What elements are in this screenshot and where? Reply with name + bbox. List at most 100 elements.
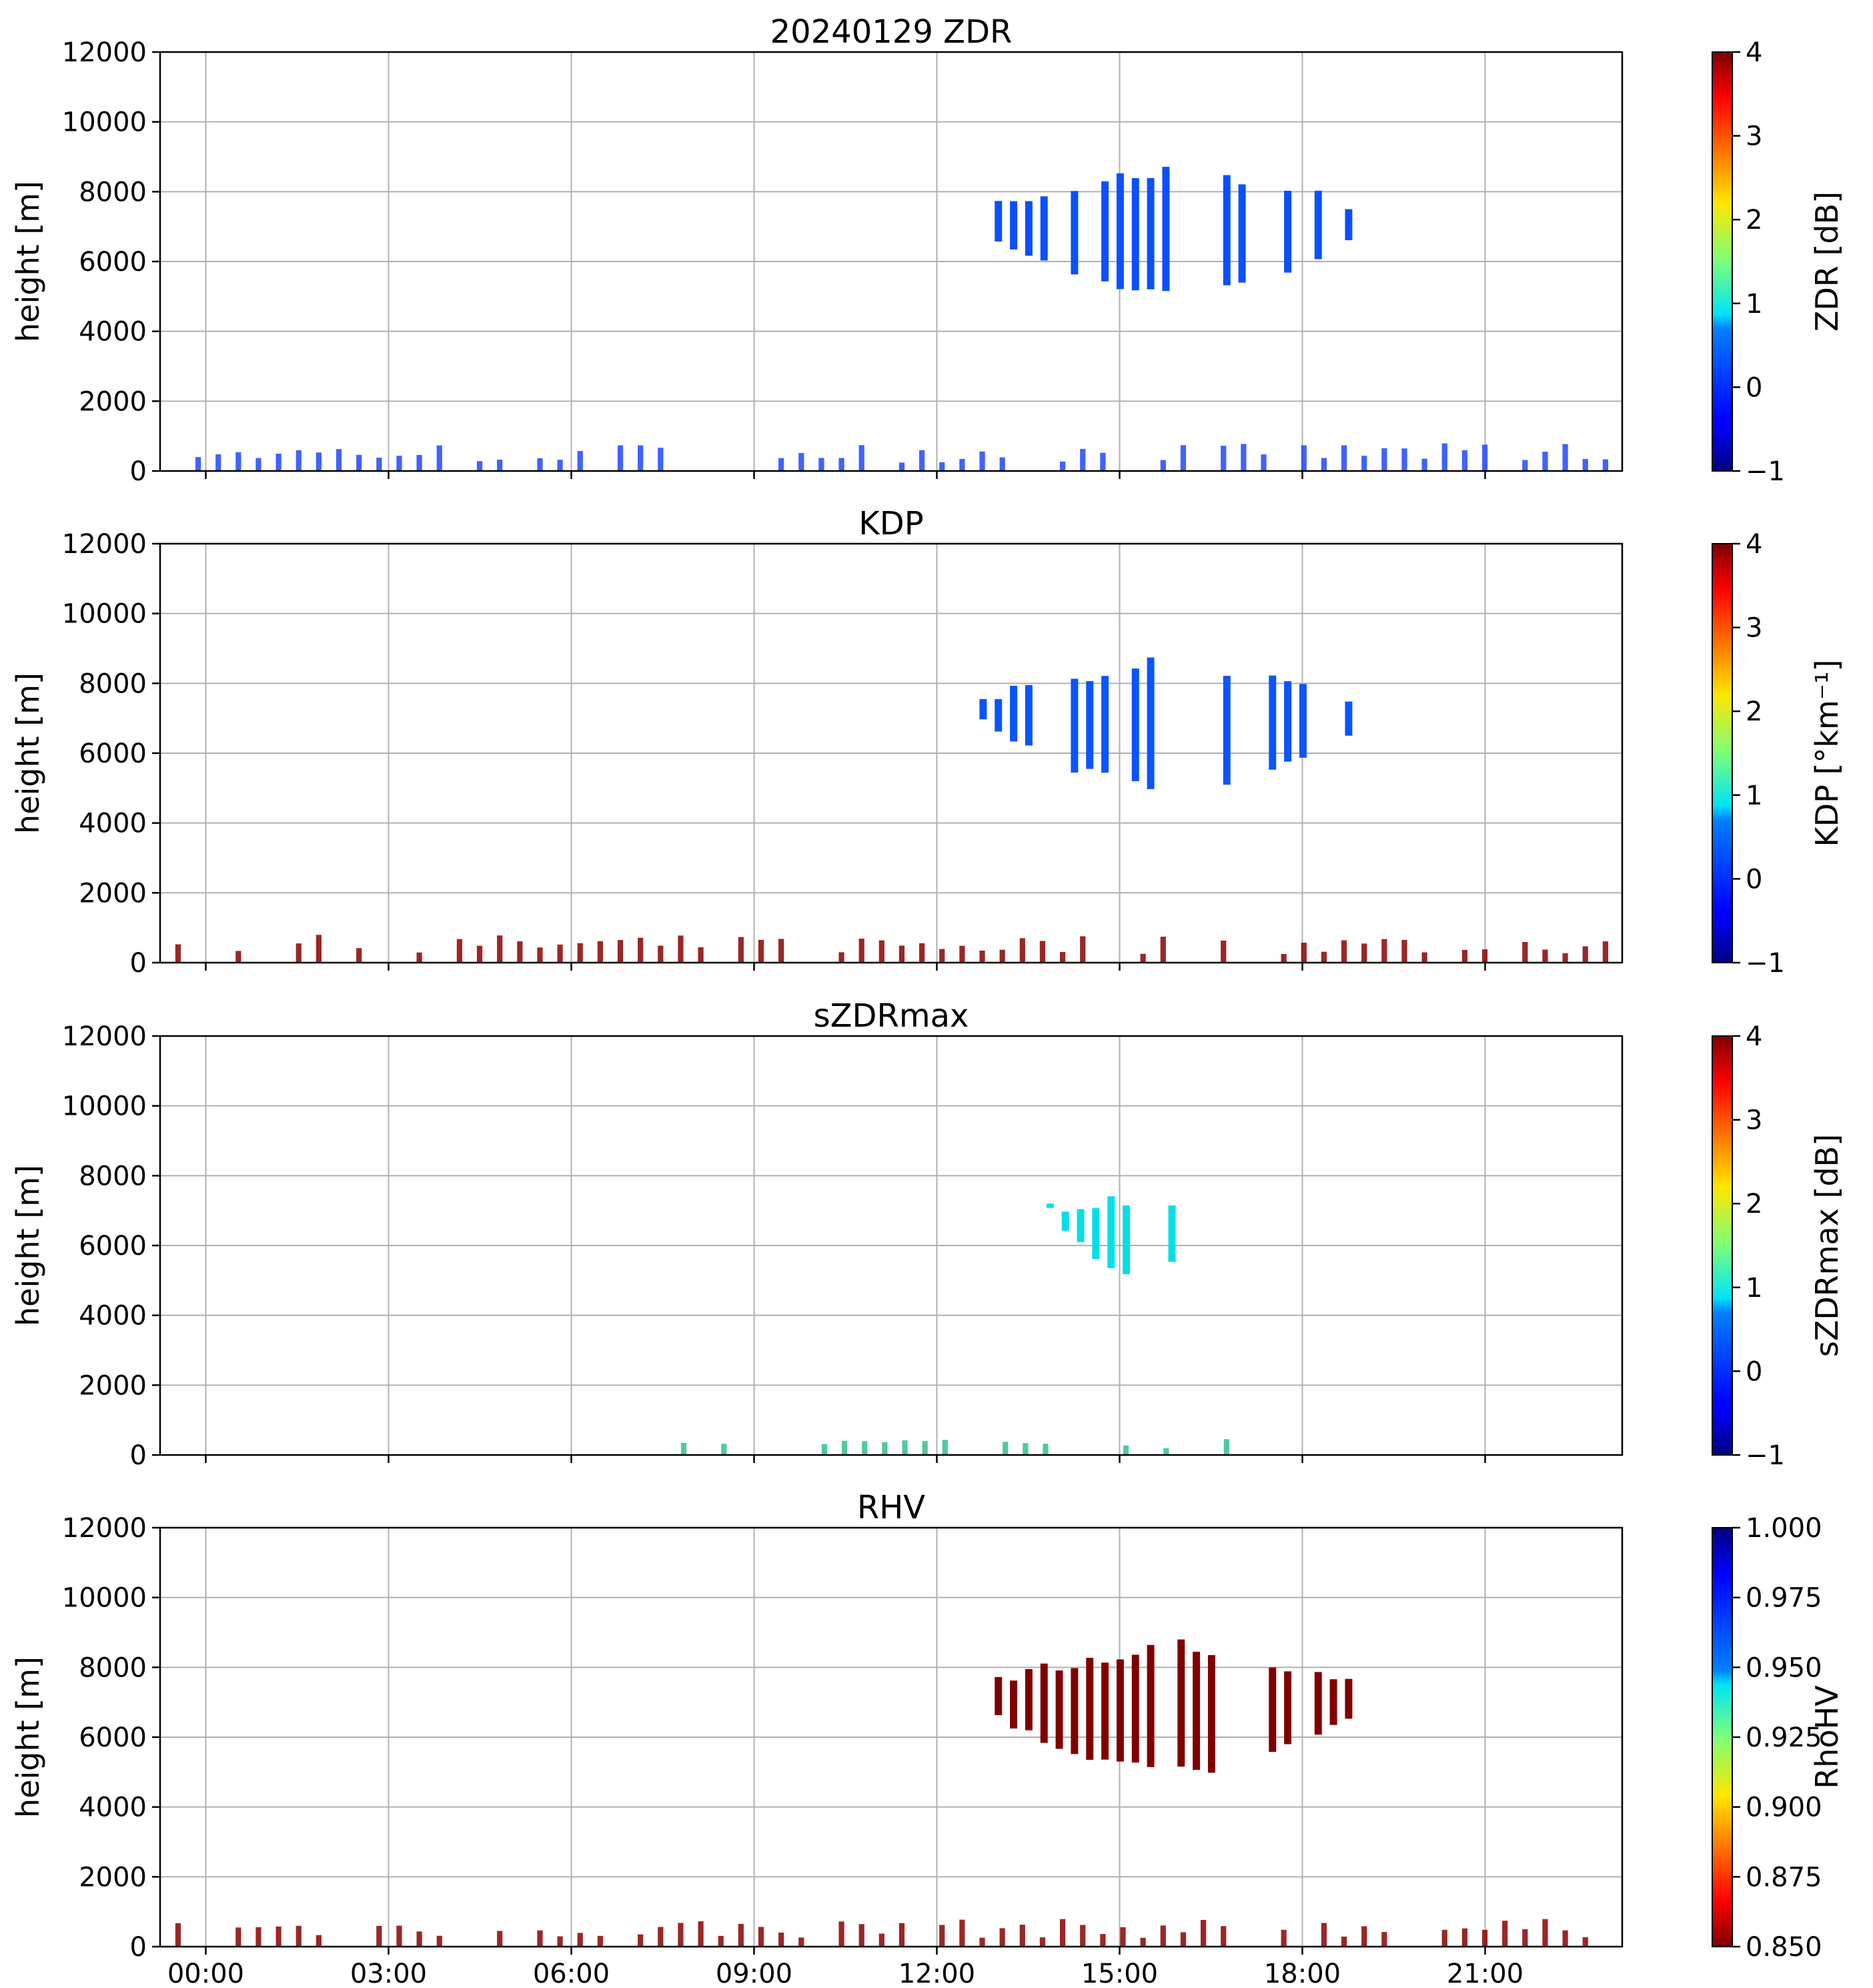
echo-column bbox=[396, 1925, 402, 1947]
echo-column bbox=[617, 445, 624, 471]
cloud-column bbox=[1040, 1663, 1048, 1743]
y-tick-label: 6000 bbox=[79, 1722, 147, 1753]
echo-column bbox=[617, 940, 624, 963]
echo-column bbox=[1023, 1443, 1029, 1455]
y-tick-label: 2000 bbox=[79, 878, 147, 909]
echo-column bbox=[1080, 1925, 1086, 1947]
echo-column bbox=[1160, 460, 1166, 471]
echo-column bbox=[882, 1442, 888, 1455]
colorbar-tick-label: −1 bbox=[1746, 1440, 1785, 1471]
cloud-column bbox=[1345, 701, 1353, 736]
cloud-column bbox=[1010, 201, 1018, 250]
colorbar bbox=[1712, 1035, 1733, 1456]
colorbar-tick-label: 0.900 bbox=[1746, 1793, 1822, 1823]
echo-column bbox=[1019, 938, 1025, 963]
colorbar bbox=[1712, 1527, 1733, 1947]
cloud-column bbox=[1131, 1654, 1139, 1763]
cloud-column bbox=[1269, 675, 1277, 770]
echo-column bbox=[698, 947, 704, 963]
echo-column bbox=[316, 452, 322, 471]
echo-column bbox=[658, 448, 664, 471]
echo-column bbox=[878, 940, 884, 963]
echo-column bbox=[1542, 1919, 1548, 1947]
colorbar-tick-label: 4 bbox=[1746, 1021, 1762, 1052]
echo-column bbox=[1481, 1929, 1488, 1947]
y-tick-label: 4000 bbox=[79, 317, 147, 348]
cloud-column bbox=[1223, 175, 1231, 286]
echo-column bbox=[999, 457, 1005, 471]
colorbar bbox=[1712, 543, 1733, 963]
echo-column bbox=[295, 943, 301, 963]
echo-column bbox=[1542, 452, 1548, 471]
echo-column bbox=[1223, 1439, 1229, 1455]
echo-column bbox=[959, 458, 965, 471]
cloud-column bbox=[1101, 181, 1109, 282]
cloud-column bbox=[1193, 1651, 1201, 1771]
colorbar-tick-label: 4 bbox=[1746, 529, 1762, 560]
echo-column bbox=[577, 451, 583, 471]
echo-column bbox=[1502, 1921, 1508, 1947]
echo-column bbox=[858, 1924, 864, 1947]
colorbar-tick-label: 2 bbox=[1746, 205, 1762, 235]
echo-column bbox=[798, 453, 804, 471]
echo-column bbox=[858, 938, 864, 963]
echo-column bbox=[235, 452, 241, 471]
echo-column bbox=[838, 952, 844, 963]
cloud-column bbox=[995, 201, 1003, 241]
colorbar-tick-label: 0 bbox=[1746, 372, 1762, 403]
y-tick-label: 8000 bbox=[79, 668, 147, 699]
echo-column bbox=[1361, 1926, 1367, 1947]
y-axis-label: height [m] bbox=[10, 1165, 46, 1326]
cloud-column bbox=[1101, 676, 1109, 773]
echo-column bbox=[862, 1441, 868, 1455]
echo-column bbox=[818, 458, 824, 471]
echo-column bbox=[1582, 458, 1588, 471]
echo-column bbox=[821, 1444, 828, 1455]
echo-column bbox=[1261, 454, 1267, 471]
x-tick-label: 21:00 bbox=[1447, 1959, 1523, 1988]
echo-column bbox=[658, 1927, 664, 1947]
cloud-column bbox=[1284, 1671, 1292, 1745]
cloud-column bbox=[1238, 184, 1246, 283]
echo-column bbox=[939, 462, 945, 471]
cloud-column bbox=[1010, 1680, 1018, 1729]
cloud-column bbox=[1162, 167, 1170, 292]
cloud-column bbox=[1207, 1654, 1215, 1773]
echo-column bbox=[1481, 949, 1488, 963]
cloud-column bbox=[1092, 1207, 1100, 1260]
colorbar bbox=[1712, 51, 1733, 472]
echo-column bbox=[721, 1444, 727, 1455]
x-tick-label: 15:00 bbox=[1081, 1959, 1158, 1988]
echo-column bbox=[255, 458, 261, 471]
echo-column bbox=[175, 1923, 181, 1947]
y-tick-label: 0 bbox=[130, 1440, 147, 1471]
y-tick-label: 6000 bbox=[79, 1231, 147, 1262]
echo-column bbox=[1221, 446, 1227, 471]
echo-column bbox=[838, 1921, 844, 1947]
echo-column bbox=[376, 1925, 382, 1947]
echo-column bbox=[1019, 1925, 1025, 1947]
echo-column bbox=[1100, 452, 1106, 471]
echo-column bbox=[979, 950, 985, 963]
colorbar-tick-label: 4 bbox=[1746, 37, 1762, 68]
cloud-column bbox=[995, 699, 1003, 732]
echo-column bbox=[1003, 1442, 1009, 1455]
cloud-column bbox=[1147, 177, 1155, 290]
echo-column bbox=[476, 461, 483, 471]
echo-column bbox=[680, 1442, 687, 1455]
echo-column bbox=[1421, 952, 1427, 963]
colorbar-tick-label: 0.975 bbox=[1746, 1583, 1822, 1614]
echo-column bbox=[858, 445, 864, 471]
cloud-column bbox=[1168, 1205, 1176, 1262]
y-tick-label: 2000 bbox=[79, 1862, 147, 1893]
echo-column bbox=[1039, 941, 1046, 963]
echo-column bbox=[678, 1923, 684, 1947]
colorbar-tick-label: 0 bbox=[1746, 1356, 1762, 1387]
echo-column bbox=[175, 944, 181, 963]
echo-column bbox=[316, 1935, 322, 1947]
echo-column bbox=[1200, 1919, 1207, 1947]
echo-column bbox=[1421, 458, 1427, 471]
cloud-column bbox=[1299, 684, 1307, 758]
echo-column bbox=[1341, 940, 1347, 963]
